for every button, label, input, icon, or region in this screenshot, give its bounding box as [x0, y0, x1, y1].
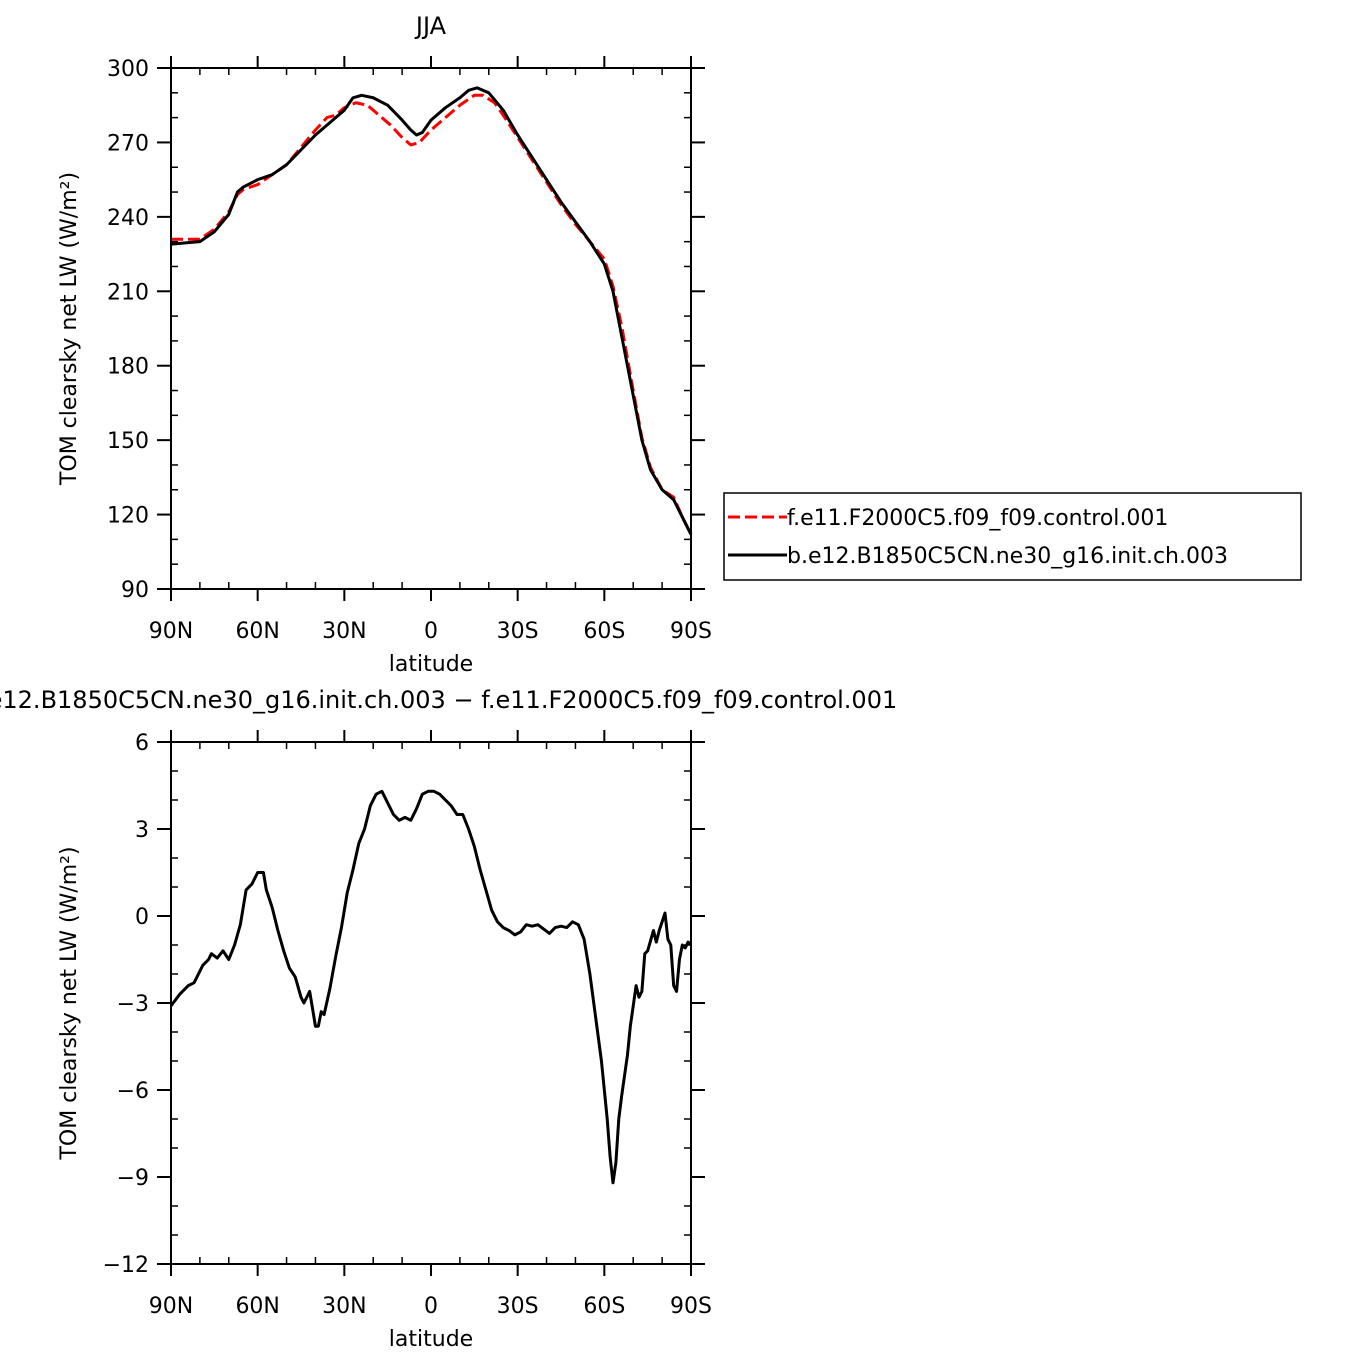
x-axis-label: latitude	[389, 652, 473, 677]
x-tick-label: 60S	[583, 1294, 625, 1319]
legend-label: b.e12.B1850C5CN.ne30_g16.init.ch.003	[787, 544, 1228, 569]
x-tick-label: 90S	[670, 1294, 712, 1319]
y-tick-label: 3	[135, 818, 149, 843]
x-tick-label: 30S	[497, 619, 539, 644]
legend-label: f.e11.F2000C5.f09_f09.control.001	[787, 506, 1168, 531]
data-line	[171, 93, 693, 536]
x-tick-label: 30S	[497, 1294, 539, 1319]
y-tick-label: −12	[103, 1253, 149, 1278]
y-tick-label: 90	[121, 578, 149, 603]
x-tick-label: 60N	[235, 619, 279, 644]
y-tick-label: 150	[107, 429, 149, 454]
x-tick-label: 30N	[322, 619, 366, 644]
plot-frame	[170, 741, 692, 1265]
y-axis-label: TOM clearsky net LW (W/m²)	[57, 172, 82, 486]
y-tick-label: 240	[107, 206, 149, 231]
y-tick-label: −9	[117, 1166, 149, 1191]
y-tick-label: 270	[107, 131, 149, 156]
data-line	[169, 789, 693, 1185]
data-line	[170, 86, 693, 536]
x-tick-label: 90S	[670, 619, 712, 644]
x-axis-label: latitude	[389, 1327, 473, 1352]
x-tick-label: 90N	[149, 1294, 193, 1319]
y-tick-label: 120	[107, 504, 149, 529]
y-tick-label: 300	[107, 57, 149, 82]
y-tick-label: 210	[107, 280, 149, 305]
x-tick-label: 60N	[235, 1294, 279, 1319]
legend-box	[723, 492, 1302, 581]
x-tick-label: 60S	[583, 619, 625, 644]
chart-title: JJA	[414, 12, 447, 40]
y-tick-label: 6	[135, 731, 149, 756]
x-tick-label: 0	[424, 1294, 438, 1319]
x-tick-label: 30N	[322, 1294, 366, 1319]
y-tick-label: −6	[117, 1079, 149, 1104]
y-tick-label: 0	[135, 905, 149, 930]
x-tick-label: 0	[424, 619, 438, 644]
chart-title: b.e12.B1850C5CN.ne30_g16.init.ch.003 − f…	[0, 686, 897, 714]
y-tick-label: −3	[117, 992, 149, 1017]
plot-frame	[170, 67, 692, 590]
x-tick-label: 90N	[149, 619, 193, 644]
y-axis-label: TOM clearsky net LW (W/m²)	[57, 846, 82, 1160]
y-tick-label: 180	[107, 355, 149, 380]
